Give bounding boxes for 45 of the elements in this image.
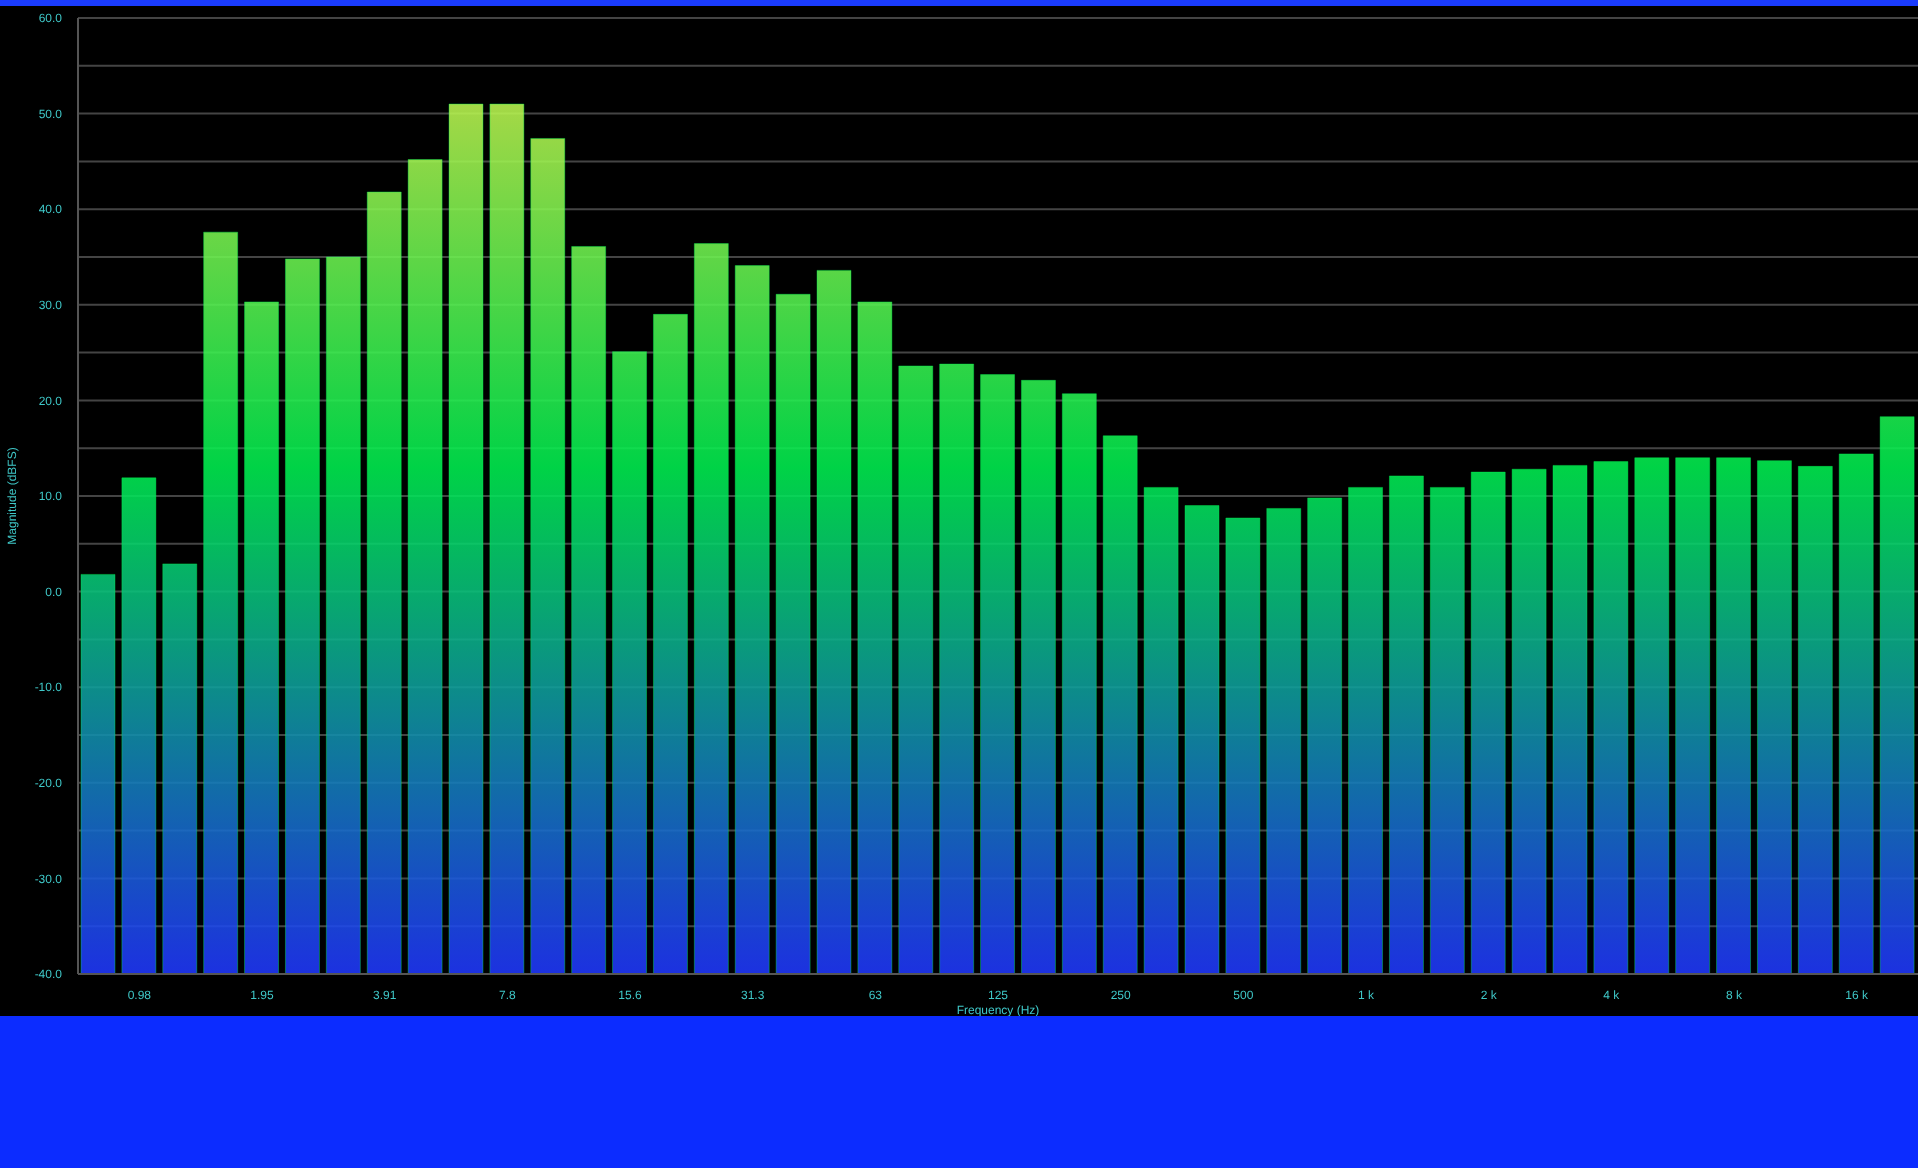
bar	[203, 231, 239, 974]
bar	[366, 191, 402, 974]
bar	[121, 477, 157, 974]
bar	[612, 351, 648, 974]
bar	[1061, 393, 1097, 974]
bar	[448, 103, 484, 974]
bar	[530, 137, 566, 974]
bar	[1675, 457, 1711, 974]
bar	[1756, 460, 1792, 974]
bar	[1879, 416, 1915, 974]
bar	[1184, 505, 1220, 974]
bar	[1102, 435, 1138, 974]
bar	[1225, 517, 1261, 974]
bar	[734, 265, 770, 974]
bar	[1348, 486, 1384, 974]
bar	[1838, 453, 1874, 974]
bar	[571, 245, 607, 974]
bar	[325, 256, 361, 974]
bar	[489, 103, 525, 974]
bar	[693, 243, 729, 974]
bar	[1429, 486, 1465, 974]
bar	[1552, 464, 1588, 974]
bar	[1716, 457, 1752, 974]
bar	[1307, 497, 1343, 974]
bar	[1143, 486, 1179, 974]
bar	[1020, 379, 1056, 974]
bar	[898, 365, 934, 974]
bar	[857, 301, 893, 974]
bar	[1470, 471, 1506, 974]
bar	[162, 563, 198, 974]
bar	[1797, 465, 1833, 974]
bar	[980, 374, 1016, 974]
bar	[1388, 475, 1424, 974]
bar	[1266, 507, 1302, 974]
bar	[80, 573, 116, 974]
bar	[244, 301, 280, 974]
bar	[407, 158, 443, 974]
bar	[939, 363, 975, 974]
bar	[1511, 468, 1547, 974]
bar	[284, 258, 320, 974]
bar	[1634, 457, 1670, 974]
bar	[816, 269, 852, 974]
bar	[652, 313, 688, 974]
bar	[1593, 461, 1629, 974]
bar	[775, 293, 811, 974]
